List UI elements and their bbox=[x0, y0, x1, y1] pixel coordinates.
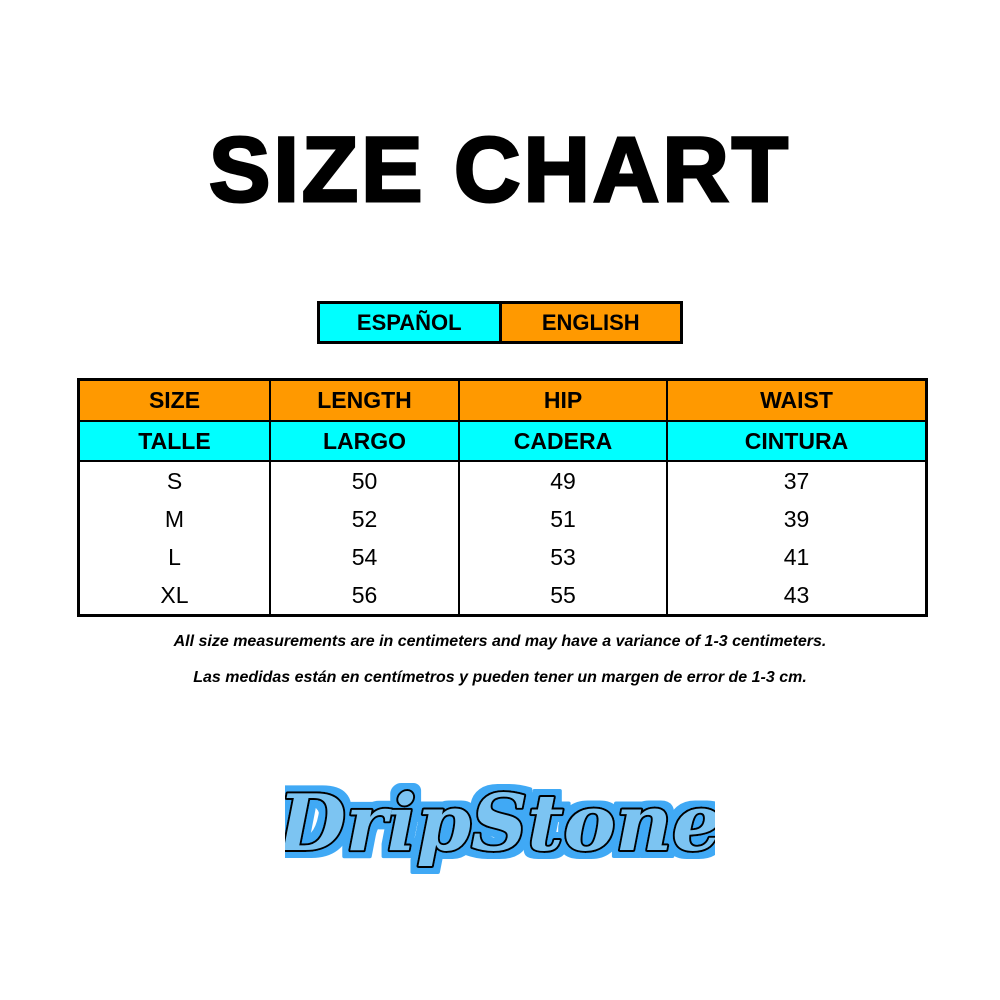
table-row: L 54 53 41 bbox=[77, 538, 928, 576]
note-spanish: Las medidas están en centímetros y puede… bbox=[193, 669, 807, 686]
language-toggle: ESPAÑOL ENGLISH bbox=[317, 301, 683, 344]
header-talle: TALLE bbox=[77, 421, 271, 462]
cell-length: 52 bbox=[269, 500, 460, 538]
cell-length: 54 bbox=[269, 538, 460, 576]
cell-waist: 39 bbox=[666, 500, 928, 538]
header-hip: HIP bbox=[458, 379, 668, 422]
dripstone-logo: DripStone bbox=[285, 776, 715, 871]
cell-waist: 41 bbox=[666, 538, 928, 576]
cell-size: L bbox=[77, 538, 271, 576]
header-largo: LARGO bbox=[269, 421, 460, 462]
cell-size: M bbox=[77, 500, 271, 538]
table-row: S 50 49 37 bbox=[77, 461, 928, 500]
table-row: XL 56 55 43 bbox=[77, 576, 928, 616]
table-row: M 52 51 39 bbox=[77, 500, 928, 538]
logo-wordmark: DripStone bbox=[285, 778, 715, 869]
page-title: SIZE CHART bbox=[208, 118, 791, 223]
language-button-english[interactable]: ENGLISH bbox=[501, 304, 680, 341]
cell-hip: 51 bbox=[458, 500, 668, 538]
size-table: SIZE LENGTH HIP WAIST TALLE LARGO CADERA… bbox=[77, 378, 928, 617]
header-row-spanish: TALLE LARGO CADERA CINTURA bbox=[77, 421, 928, 462]
cell-waist: 43 bbox=[666, 576, 928, 616]
cell-length: 56 bbox=[269, 576, 460, 616]
cell-size: XL bbox=[77, 576, 271, 616]
cell-hip: 49 bbox=[458, 461, 668, 500]
language-button-spanish[interactable]: ESPAÑOL bbox=[320, 304, 502, 341]
cell-waist: 37 bbox=[666, 461, 928, 500]
header-row-english: SIZE LENGTH HIP WAIST bbox=[77, 379, 928, 422]
header-length: LENGTH bbox=[269, 379, 460, 422]
header-size: SIZE bbox=[77, 379, 271, 422]
header-cadera: CADERA bbox=[458, 421, 668, 462]
header-cintura: CINTURA bbox=[666, 421, 928, 462]
note-english: All size measurements are in centimeters… bbox=[173, 633, 827, 650]
cell-hip: 55 bbox=[458, 576, 668, 616]
header-waist: WAIST bbox=[666, 379, 928, 422]
cell-length: 50 bbox=[269, 461, 460, 500]
cell-hip: 53 bbox=[458, 538, 668, 576]
cell-size: S bbox=[77, 461, 271, 500]
